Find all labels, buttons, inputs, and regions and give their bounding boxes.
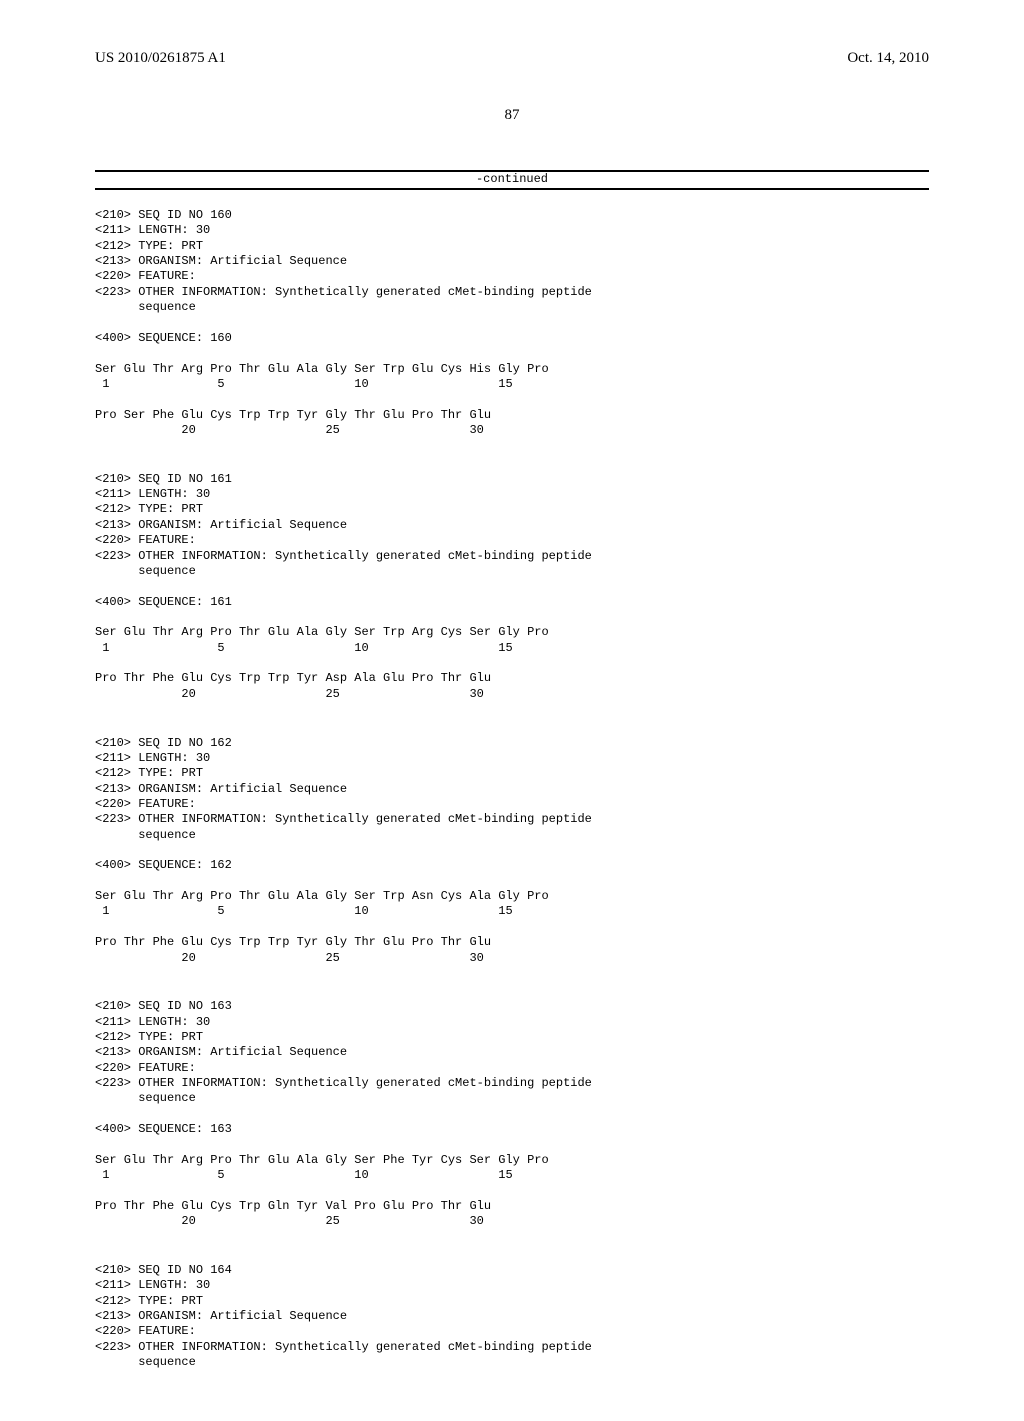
- seq-residue-line: Ser Glu Thr Arg Pro Thr Glu Ala Gly Ser …: [95, 362, 929, 377]
- seq-residue-line: 1 5 10 15: [95, 1168, 929, 1183]
- seq-tag-line: <212> TYPE: PRT: [95, 239, 929, 254]
- patent-page: US 2010/0261875 A1 Oct. 14, 2010 87 -con…: [0, 0, 1024, 1421]
- seq-residue-line: 20 25 30: [95, 951, 929, 966]
- seq-tag-line: <223> OTHER INFORMATION: Synthetically g…: [95, 812, 929, 827]
- seq-400-header: <400> SEQUENCE: 163: [95, 1122, 929, 1137]
- blank-line: [95, 1137, 929, 1152]
- seq-tag-line: <213> ORGANISM: Artificial Sequence: [95, 1045, 929, 1060]
- seq-tag-line: sequence: [95, 1091, 929, 1106]
- seq-tag-line: <220> FEATURE:: [95, 1061, 929, 1076]
- sequence-entry: <210> SEQ ID NO 161<211> LENGTH: 30<212>…: [95, 472, 929, 702]
- publication-date: Oct. 14, 2010: [847, 50, 929, 67]
- seq-residue-line: Pro Ser Phe Glu Cys Trp Trp Tyr Gly Thr …: [95, 408, 929, 423]
- seq-400-header: <400> SEQUENCE: 162: [95, 858, 929, 873]
- seq-tag-line: <211> LENGTH: 30: [95, 487, 929, 502]
- blank-line: [95, 316, 929, 331]
- blank-line: [95, 610, 929, 625]
- seq-residue-line: 1 5 10 15: [95, 641, 929, 656]
- page-number: 87: [95, 107, 929, 124]
- seq-tag-line: <220> FEATURE:: [95, 797, 929, 812]
- seq-residue-line: 1 5 10 15: [95, 377, 929, 392]
- seq-residue-line: 1 5 10 15: [95, 904, 929, 919]
- blank-line: [95, 579, 929, 594]
- seq-residue-line: 20 25 30: [95, 687, 929, 702]
- seq-tag-line: sequence: [95, 1355, 929, 1370]
- seq-tag-line: <220> FEATURE:: [95, 269, 929, 284]
- seq-residue-line: [95, 920, 929, 935]
- seq-residue-line: [95, 656, 929, 671]
- seq-tag-line: <220> FEATURE:: [95, 533, 929, 548]
- seq-tag-line: <213> ORGANISM: Artificial Sequence: [95, 782, 929, 797]
- seq-tag-line: <211> LENGTH: 30: [95, 223, 929, 238]
- seq-tag-line: <210> SEQ ID NO 163: [95, 999, 929, 1014]
- continued-block: -continued: [95, 170, 929, 190]
- seq-residue-line: 20 25 30: [95, 423, 929, 438]
- blank-line: [95, 1230, 929, 1245]
- seq-tag-line: <220> FEATURE:: [95, 1324, 929, 1339]
- continued-label: -continued: [95, 172, 929, 188]
- seq-tag-line: <212> TYPE: PRT: [95, 1294, 929, 1309]
- publication-number: US 2010/0261875 A1: [95, 50, 226, 67]
- seq-tag-line: <223> OTHER INFORMATION: Synthetically g…: [95, 1076, 929, 1091]
- seq-tag-line: <212> TYPE: PRT: [95, 766, 929, 781]
- rule-bottom: [95, 188, 929, 190]
- sequence-entry: <210> SEQ ID NO 162<211> LENGTH: 30<212>…: [95, 736, 929, 966]
- seq-residue-line: Pro Thr Phe Glu Cys Trp Gln Tyr Val Pro …: [95, 1199, 929, 1214]
- sequence-listing: <210> SEQ ID NO 160<211> LENGTH: 30<212>…: [95, 208, 929, 1371]
- seq-tag-line: sequence: [95, 564, 929, 579]
- seq-tag-line: <223> OTHER INFORMATION: Synthetically g…: [95, 549, 929, 564]
- blank-line: [95, 874, 929, 889]
- sequence-entry: <210> SEQ ID NO 164<211> LENGTH: 30<212>…: [95, 1263, 929, 1371]
- seq-tag-line: <211> LENGTH: 30: [95, 1278, 929, 1293]
- seq-tag-line: <223> OTHER INFORMATION: Synthetically g…: [95, 285, 929, 300]
- seq-tag-line: <211> LENGTH: 30: [95, 1015, 929, 1030]
- seq-tag-line: sequence: [95, 828, 929, 843]
- blank-line: [95, 1107, 929, 1122]
- seq-residue-line: [95, 392, 929, 407]
- seq-tag-line: <212> TYPE: PRT: [95, 1030, 929, 1045]
- seq-400-header: <400> SEQUENCE: 161: [95, 595, 929, 610]
- blank-line: [95, 438, 929, 453]
- seq-tag-line: sequence: [95, 300, 929, 315]
- blank-line: [95, 843, 929, 858]
- seq-residue-line: Ser Glu Thr Arg Pro Thr Glu Ala Gly Ser …: [95, 1153, 929, 1168]
- seq-residue-line: Pro Thr Phe Glu Cys Trp Trp Tyr Asp Ala …: [95, 671, 929, 686]
- seq-tag-line: <210> SEQ ID NO 161: [95, 472, 929, 487]
- seq-400-header: <400> SEQUENCE: 160: [95, 331, 929, 346]
- sequence-entry: <210> SEQ ID NO 163<211> LENGTH: 30<212>…: [95, 999, 929, 1229]
- seq-tag-line: <213> ORGANISM: Artificial Sequence: [95, 254, 929, 269]
- seq-residue-line: Ser Glu Thr Arg Pro Thr Glu Ala Gly Ser …: [95, 625, 929, 640]
- seq-tag-line: <210> SEQ ID NO 160: [95, 208, 929, 223]
- blank-line: [95, 346, 929, 361]
- seq-tag-line: <210> SEQ ID NO 164: [95, 1263, 929, 1278]
- seq-tag-line: <210> SEQ ID NO 162: [95, 736, 929, 751]
- sequence-entry: <210> SEQ ID NO 160<211> LENGTH: 30<212>…: [95, 208, 929, 438]
- page-header: US 2010/0261875 A1 Oct. 14, 2010: [95, 50, 929, 67]
- seq-residue-line: Pro Thr Phe Glu Cys Trp Trp Tyr Gly Thr …: [95, 935, 929, 950]
- blank-line: [95, 966, 929, 981]
- seq-tag-line: <223> OTHER INFORMATION: Synthetically g…: [95, 1340, 929, 1355]
- seq-residue-line: [95, 1184, 929, 1199]
- seq-tag-line: <213> ORGANISM: Artificial Sequence: [95, 518, 929, 533]
- seq-residue-line: 20 25 30: [95, 1214, 929, 1229]
- seq-tag-line: <213> ORGANISM: Artificial Sequence: [95, 1309, 929, 1324]
- blank-line: [95, 702, 929, 717]
- seq-tag-line: <211> LENGTH: 30: [95, 751, 929, 766]
- seq-tag-line: <212> TYPE: PRT: [95, 502, 929, 517]
- seq-residue-line: Ser Glu Thr Arg Pro Thr Glu Ala Gly Ser …: [95, 889, 929, 904]
